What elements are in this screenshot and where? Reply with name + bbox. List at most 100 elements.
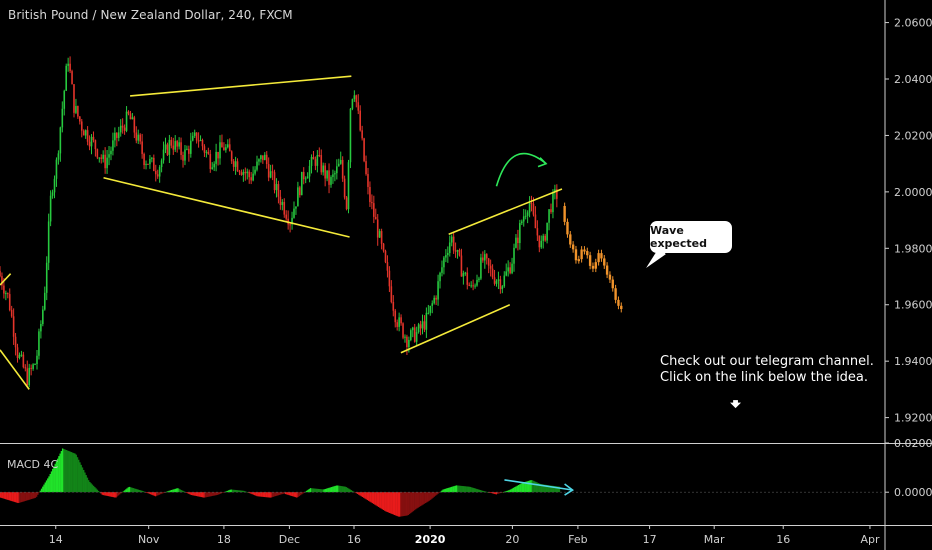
macd-histogram-bar [349,489,351,493]
macd-histogram-bar [387,492,390,513]
macd-histogram-bar [480,490,483,493]
macd-histogram-bar [55,461,58,493]
macd-histogram-bar [76,457,79,493]
macd-histogram-bar [257,492,260,497]
macd-histogram-bar [287,492,289,495]
candle-body [515,237,517,248]
candle-body [112,140,114,151]
candle-body [129,113,132,120]
macd-histogram-bar [127,487,130,493]
macd-histogram-bar [194,492,196,496]
macd-histogram-bar [182,490,184,493]
candle-body [260,155,262,160]
macd-histogram-bar [47,478,49,493]
macd-histogram-bar [115,492,117,498]
macd-histogram-bar [318,488,320,493]
macd-histogram-bar [89,481,91,493]
macd-histogram-bar [1,492,3,499]
macd-histogram-bar [116,492,118,497]
projection-candle-body [588,255,592,266]
macd-histogram-bar [170,489,173,493]
macd-histogram-bar [53,466,55,493]
candle-body [42,309,44,324]
macd-histogram-bar [296,492,298,498]
macd-histogram-bar [17,492,19,504]
candle-body [544,235,546,241]
macd-histogram-bar [514,487,516,493]
macd-histogram-bar [545,484,547,493]
macd-histogram-bar [308,488,310,493]
macd-histogram-bar [427,492,429,502]
candle-body [137,134,140,141]
macd-histogram-bar [18,492,20,503]
macd-histogram-bar [361,492,364,498]
macd-histogram-bar [64,449,66,493]
macd-histogram-bar [512,487,515,493]
candle-body [20,354,23,356]
candle-body [439,272,441,282]
macd-histogram-bar [137,489,139,493]
macd-histogram-bar [149,492,152,495]
candle-body [509,267,511,274]
candle-body [355,95,358,103]
macd-histogram-bar [319,489,322,493]
candle-body [528,203,531,213]
macd-histogram-bar [173,489,175,493]
macd-histogram-bar [489,492,491,493]
candle-body [75,106,77,113]
macd-histogram-bar [525,481,527,493]
candle-body [392,301,395,311]
macd-histogram-bar [272,492,274,497]
macd-histogram-bar [19,492,22,503]
macd-histogram-bar [195,492,198,497]
candle-body [102,154,104,159]
macd-histogram-bar [519,484,521,493]
candle-body [1,276,3,286]
macd-histogram-bar [286,492,288,495]
macd-histogram-bar [152,492,154,496]
chart-title: British Pound / New Zealand Dollar, 240,… [8,8,293,22]
candle-body [77,106,79,117]
macd-histogram-bar [282,492,284,494]
trendline [103,176,350,238]
candle-body [334,173,336,175]
macd-histogram-bar [2,492,4,499]
macd-histogram-bar [397,492,400,517]
macd-histogram-bar [99,492,101,493]
macd-histogram-bar [424,492,427,504]
candle-body [437,281,439,300]
macd-histogram-bar [389,492,391,514]
candle-body [349,108,352,163]
candle-body [143,153,145,166]
macd-histogram-bar [426,492,428,503]
macd-histogram-bar [175,488,178,493]
candle-body [336,166,338,174]
macd-histogram-bar [12,492,14,502]
candle-body [474,285,476,287]
macd-histogram-bar [236,490,239,493]
macd-histogram-bar [7,492,9,500]
macd-histogram-bar [168,490,170,493]
candle-body [84,130,87,136]
macd-histogram-bar [111,492,113,497]
candle-body [546,222,548,241]
candle-body [359,110,361,131]
macd-histogram-bar [232,489,235,493]
macd-histogram-bar [495,492,497,495]
macd-histogram-bar [132,488,134,493]
macd-histogram-bar [190,492,193,496]
candle-body [80,121,83,131]
candle-body [326,170,328,179]
macd-histogram-bar [306,490,308,493]
macd-histogram-bar [501,492,504,493]
macd-histogram-bar [291,492,293,497]
wave-callout: Wave expected [650,221,732,253]
macd-histogram-bar [245,491,247,493]
candle-body [337,163,340,167]
macd-histogram-bar [465,486,468,493]
macd-histogram-bar [141,490,143,493]
candle-body [308,165,311,177]
macd-histogram-bar [309,488,312,493]
candle-body [240,172,243,175]
